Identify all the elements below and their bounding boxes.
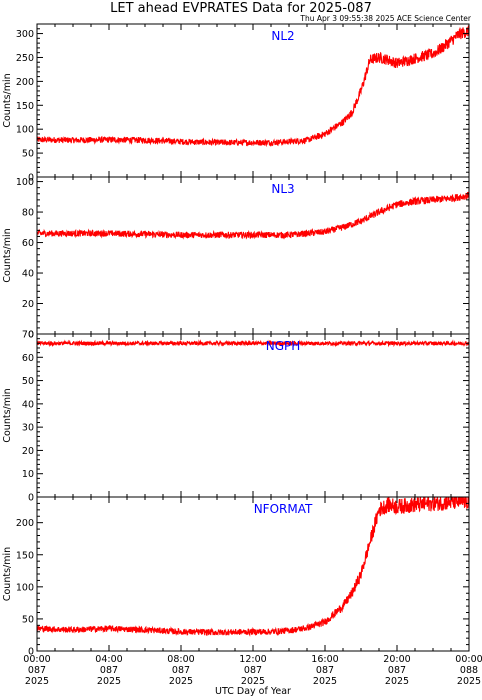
x-tick-year: 2025 [313, 676, 337, 687]
y-tick-label: 40 [22, 269, 34, 280]
panels: 050100150200250300Counts/minNL2020406080… [2, 23, 482, 687]
series-line [37, 25, 469, 147]
y-tick-label: 200 [16, 518, 34, 529]
y-tick-label: 60 [22, 353, 34, 364]
y-tick-label: 250 [16, 53, 34, 64]
series-line [37, 497, 469, 637]
x-tick-doy: 087 [172, 665, 190, 676]
x-tick-time: 00:00 [23, 654, 50, 665]
panel-label: NFORMAT [254, 502, 313, 516]
y-tick-label: 0 [28, 173, 34, 184]
y-axis-label: Counts/min [2, 388, 13, 442]
y-tick-label: 40 [22, 399, 34, 410]
y-tick-label: 0 [28, 330, 34, 341]
x-tick-year: 2025 [241, 676, 265, 687]
y-tick-label: 20 [22, 299, 34, 310]
y-tick-label: 0 [28, 493, 34, 504]
y-tick-label: 50 [22, 149, 34, 160]
y-tick-label: 150 [16, 550, 34, 561]
series-line [37, 339, 469, 348]
y-tick-label: 50 [22, 376, 34, 387]
y-tick-label: 100 [16, 177, 34, 188]
y-tick-label: 200 [16, 77, 34, 88]
y-axis-label: Counts/min [2, 547, 13, 601]
panel-3: 0 10 20 30 40 50 60 70 Counts/min NGPH [2, 330, 470, 504]
x-tick-time: 12:00 [239, 654, 266, 665]
y-axis-label: Counts/min [2, 228, 13, 282]
figure-subtitle: Thu Apr 3 09:55:38 2025 ACE Science Cent… [299, 14, 472, 23]
x-tick-time: 08:00 [167, 654, 194, 665]
x-tick-time: 00:00 [455, 654, 482, 665]
y-axis-label: Counts/min [2, 73, 13, 127]
series-line [37, 191, 469, 240]
x-tick-year: 2025 [457, 676, 481, 687]
x-tick-doy: 088 [460, 665, 478, 676]
x-tick-year: 2025 [385, 676, 409, 687]
x-tick-doy: 087 [28, 665, 46, 676]
y-tick-label: 150 [16, 101, 34, 112]
x-tick-doy: 087 [244, 665, 262, 676]
y-tick-label: 100 [16, 582, 34, 593]
y-tick-label: 50 [22, 614, 34, 625]
x-tick-year: 2025 [97, 676, 121, 687]
y-tick-label: 300 [16, 29, 34, 40]
y-tick-label: 10 [22, 469, 34, 480]
y-tick-label: 20 [22, 446, 34, 457]
y-tick-label: 80 [22, 208, 34, 219]
x-tick-doy: 087 [388, 665, 406, 676]
x-tick-time: 16:00 [311, 654, 338, 665]
y-tick-label: 60 [22, 238, 34, 249]
y-tick-label: 0 [28, 647, 34, 658]
x-tick-year: 2025 [25, 676, 49, 687]
x-axis-label: UTC Day of Year [215, 686, 291, 697]
x-tick-doy: 087 [316, 665, 334, 676]
panel-label: NGPH [266, 339, 301, 353]
panel-label: NL2 [271, 29, 294, 43]
x-tick-time: 04:00 [95, 654, 122, 665]
y-tick-label: 70 [22, 330, 34, 341]
x-tick-year: 2025 [169, 676, 193, 687]
panel-4: 0 50 100 150 200 Counts/min NFORMAT [2, 496, 470, 658]
panel-label: NL3 [271, 182, 294, 196]
figure-title: LET ahead EVPRATES Data for 2025-087 [110, 1, 372, 16]
panel-1: 0 50 100 150 200 250 300 Counts/min NL2 [2, 23, 470, 184]
y-tick-label: 30 [22, 423, 34, 434]
y-tick-label: 100 [16, 125, 34, 136]
x-tick-time: 20:00 [383, 654, 410, 665]
x-tick-doy: 087 [100, 665, 118, 676]
